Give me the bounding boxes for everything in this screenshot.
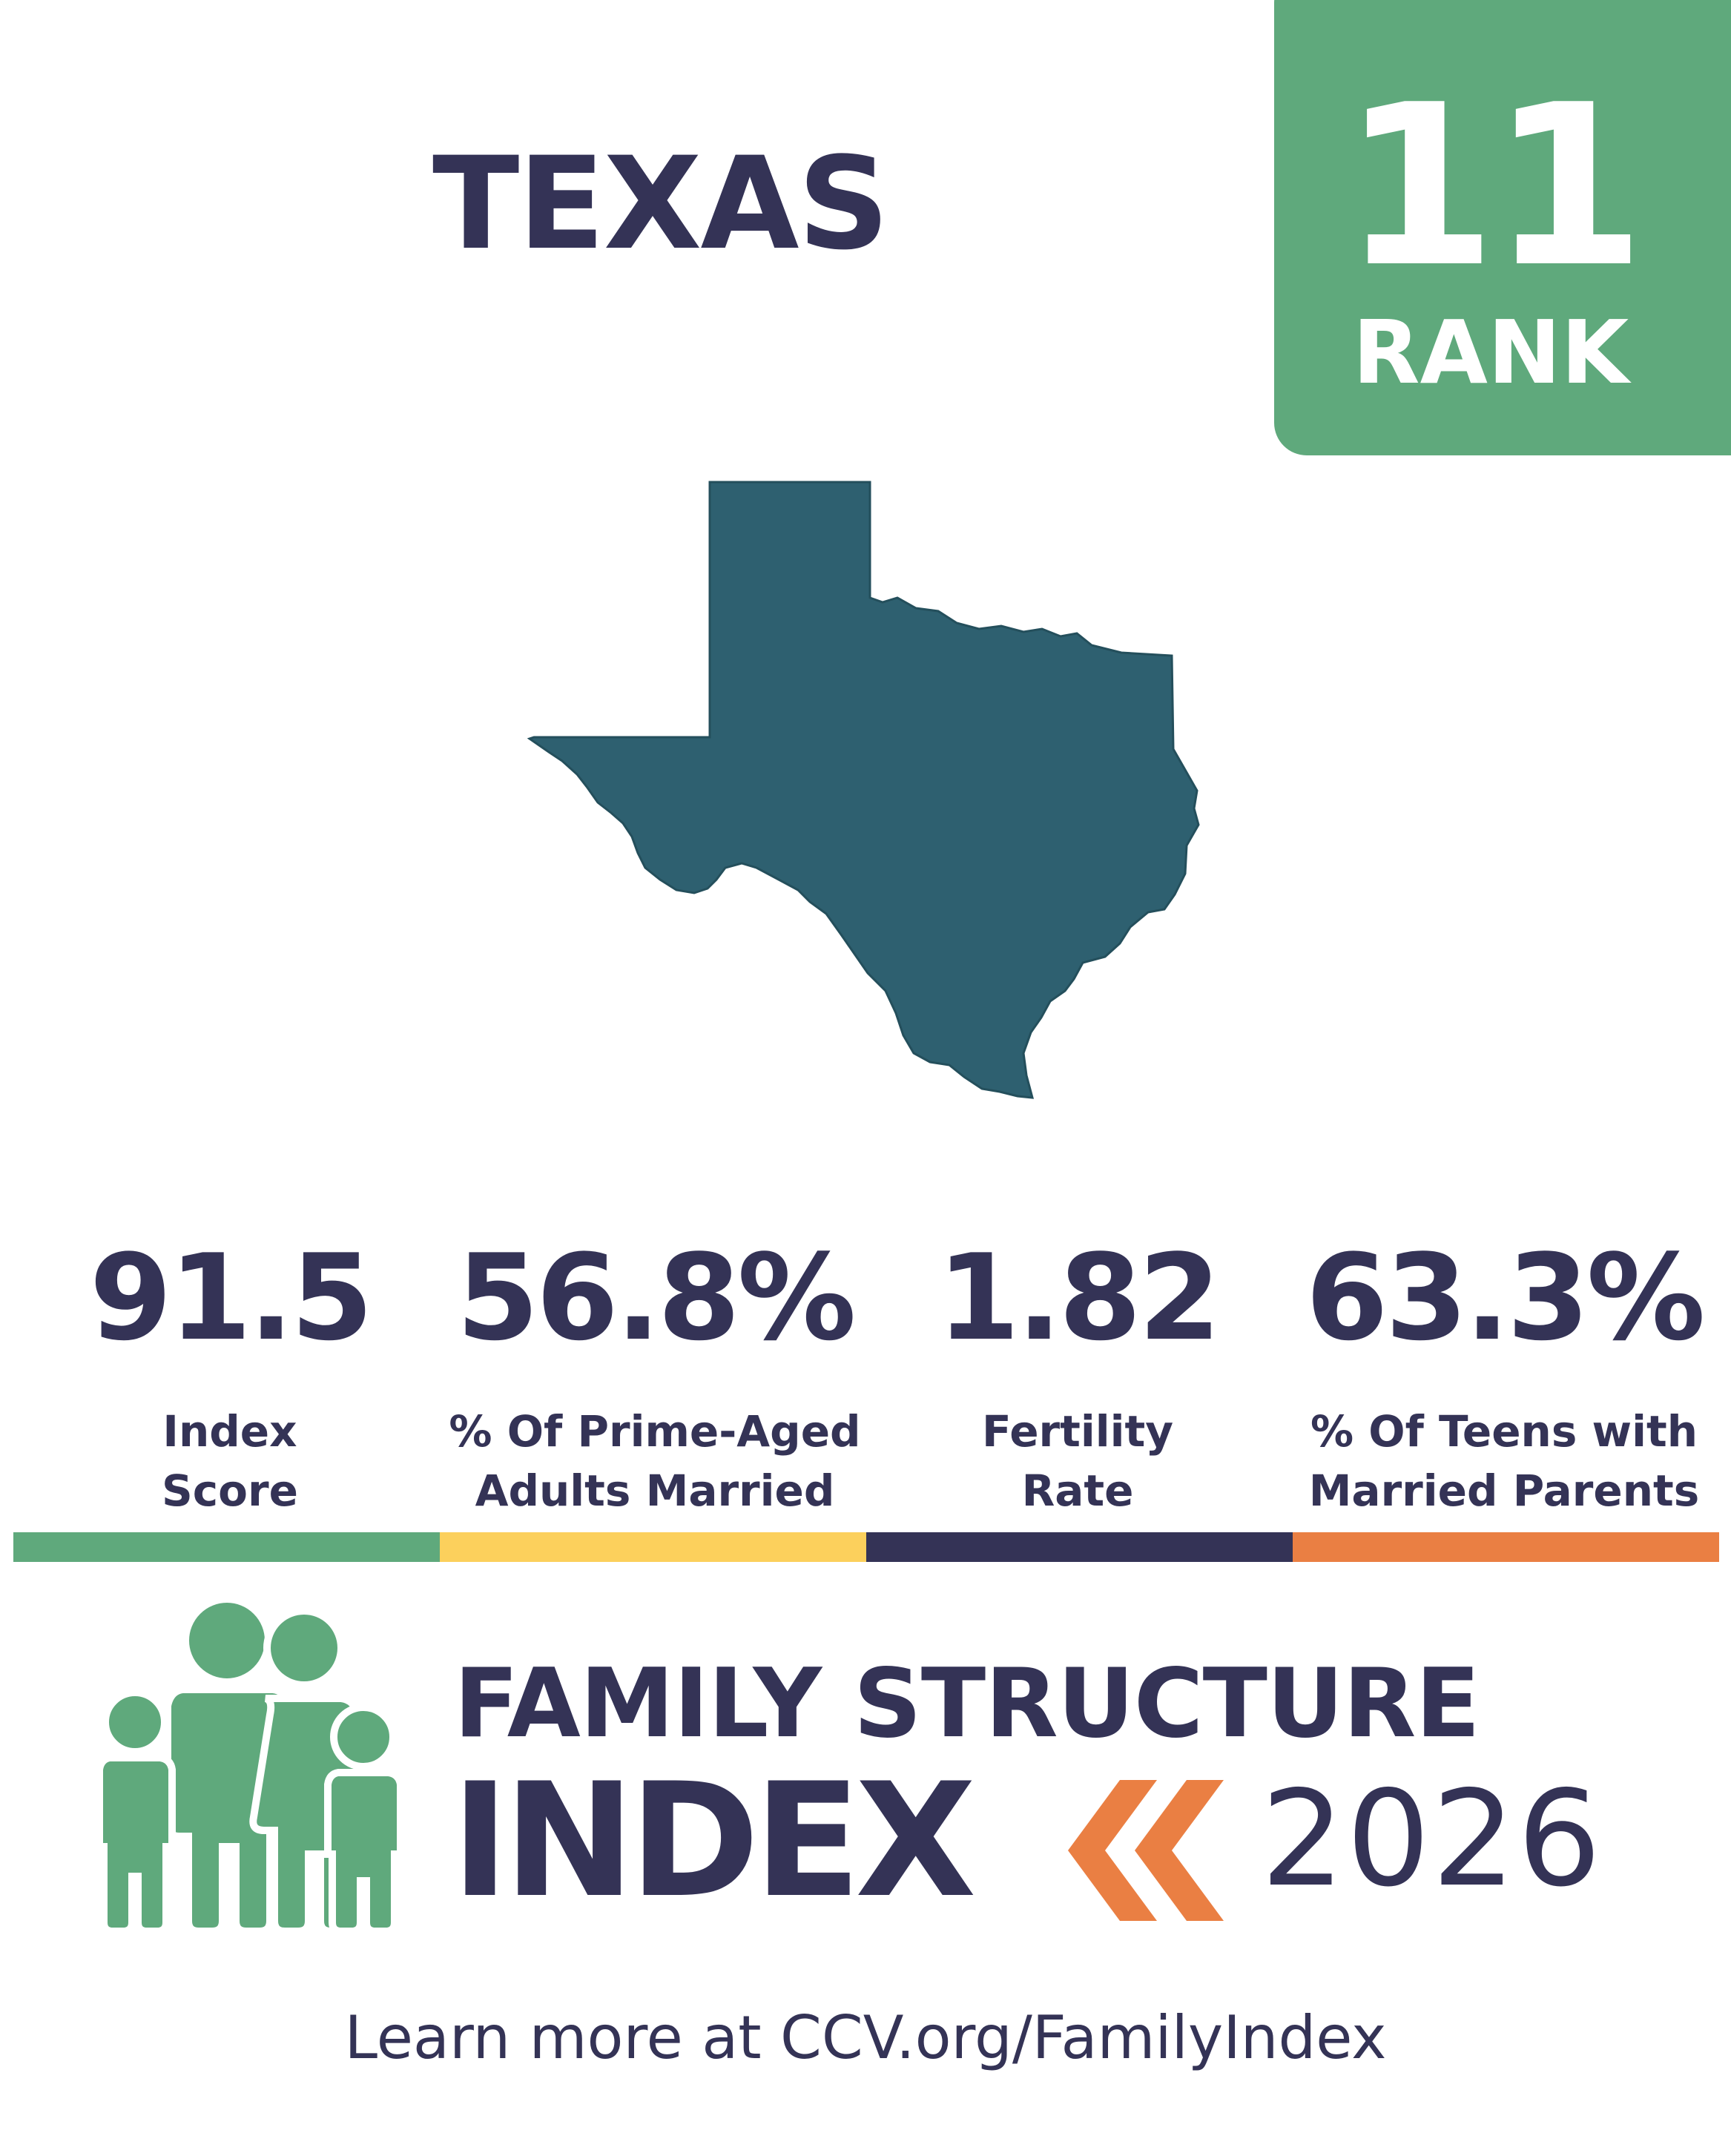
stat-fertility-rate: 1.82 Fertility Rate [863, 1231, 1293, 1520]
logo-title-line2: INDEX [451, 1749, 977, 1932]
rank-number: 11 [1342, 57, 1645, 316]
stat-value: 56.8% [456, 1228, 856, 1367]
divider-bar-navy [866, 1532, 1293, 1562]
stat-label: Index Score [15, 1402, 445, 1520]
stat-label-line: Score [162, 1466, 298, 1516]
stat-label-line: Rate [1021, 1466, 1134, 1516]
divider-bar-orange [1293, 1532, 1719, 1562]
rank-label: RANK [1352, 301, 1629, 403]
stat-teens-married-parents: 63.3% % Of Teens with Married Parents [1289, 1231, 1719, 1520]
stat-value: 91.5 [89, 1228, 374, 1367]
stat-value: 63.3% [1305, 1228, 1705, 1367]
stat-label-line: % Of Teens with [1310, 1406, 1698, 1457]
stat-label-line: % Of Prime-Aged [449, 1406, 861, 1457]
stat-index-score: 91.5 Index Score [15, 1231, 445, 1520]
divider-bar-green [13, 1532, 440, 1562]
family-icon [96, 1595, 404, 1935]
texas-map-icon [527, 481, 1200, 1099]
stat-label: % Of Teens with Married Parents [1289, 1402, 1719, 1520]
footer-link-text: Learn more at CCV.org/FamilyIndex [344, 2003, 1387, 2072]
divider-bar-yellow [440, 1532, 866, 1562]
stat-value: 1.82 [937, 1228, 1221, 1367]
state-title: TEXAS [432, 129, 889, 278]
stat-label: % Of Prime-Aged Adults Married [440, 1402, 870, 1520]
logo-title-line1: FAMILY STRUCTURE [454, 1649, 1480, 1759]
stat-label-line: Adults Married [475, 1466, 835, 1516]
stat-label-line: Fertility [981, 1406, 1174, 1457]
stat-label-line: Married Parents [1308, 1466, 1700, 1516]
chevron-left-icon [1068, 1780, 1224, 1921]
stat-label: Fertility Rate [863, 1402, 1293, 1520]
logo-year: 2026 [1261, 1762, 1603, 1916]
rank-badge [1274, 0, 1731, 455]
stat-adults-married: 56.8% % Of Prime-Aged Adults Married [440, 1231, 870, 1520]
stat-label-line: Index [162, 1406, 297, 1457]
